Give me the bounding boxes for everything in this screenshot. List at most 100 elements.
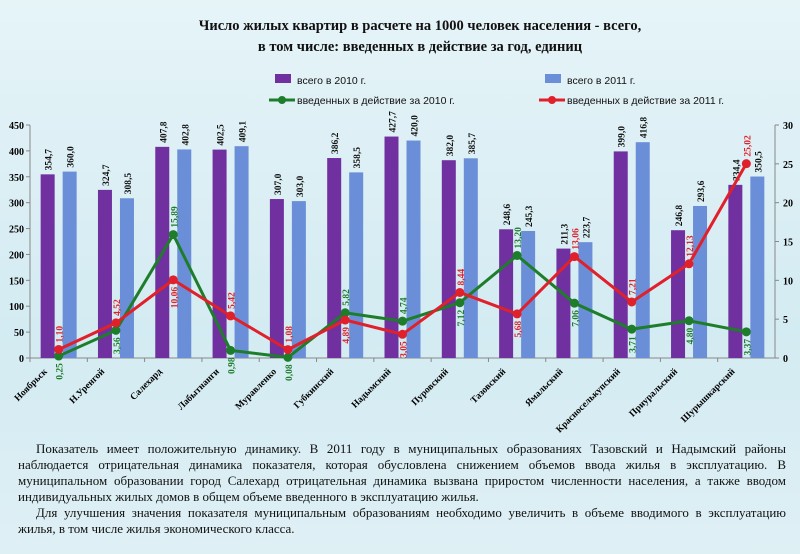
bar-label: 399,0 xyxy=(618,126,628,148)
bar-label: 360,0 xyxy=(67,146,77,168)
bar-2011 xyxy=(578,242,593,358)
line-point xyxy=(283,345,293,355)
left-tick-label: 250 xyxy=(9,225,24,236)
legend-swatch xyxy=(275,74,291,83)
x-tick-label: Ямальский xyxy=(523,366,566,409)
legend-label: всего в 2011 г. xyxy=(567,75,635,87)
bar-2010 xyxy=(613,151,628,358)
line-label: 5,42 xyxy=(228,292,238,309)
line-point xyxy=(684,316,694,326)
line-point xyxy=(627,297,637,307)
line-point xyxy=(226,345,236,355)
right-tick-label: 5 xyxy=(783,315,788,326)
line-label: 0,08 xyxy=(285,364,295,381)
bar-2011 xyxy=(349,172,364,358)
legend-label: введенных в действие за 2010 г. xyxy=(297,95,455,107)
right-tick-label: 0 xyxy=(783,354,788,365)
line-point xyxy=(398,316,407,326)
bar-2011 xyxy=(521,230,536,358)
line-point xyxy=(684,259,694,269)
left-tick-label: 50 xyxy=(14,328,24,339)
x-tick-label: Шурышкарский xyxy=(679,366,738,425)
bar-label: 386,2 xyxy=(331,132,341,154)
line-label: 1,08 xyxy=(285,326,295,343)
line-point xyxy=(512,250,522,260)
bar-label: 409,1 xyxy=(239,121,249,143)
bar-2010 xyxy=(40,174,55,358)
line-label: 1,10 xyxy=(56,326,66,343)
chart: 0 50 100 150 200 250 300 350 400 450 0 5 10 15 20 25 30 Н… xyxy=(9,74,793,435)
chart-title-line1: Число жилых квартир в расчете на 1000 че… xyxy=(198,18,642,34)
line-point xyxy=(569,252,579,262)
x-tick-label: Тазовский xyxy=(469,366,509,406)
line-label: 4,52 xyxy=(113,299,123,316)
bar-2011 xyxy=(291,201,306,358)
bar-label: 246,8 xyxy=(675,205,685,227)
line-label: 5,82 xyxy=(342,289,352,306)
bar-2010 xyxy=(556,248,571,358)
bar-2010 xyxy=(441,160,456,358)
bar-label: 303,0 xyxy=(296,175,306,197)
x-tick-label: Муравленко xyxy=(234,367,279,412)
right-tick-label: 25 xyxy=(783,160,793,171)
bar-label: 402,8 xyxy=(181,124,191,146)
paragraph-dynamics: Показатель имеет положительную динамику.… xyxy=(18,441,786,504)
left-tick-label: 200 xyxy=(9,250,24,261)
line-point xyxy=(455,287,465,297)
bar-label: 382,0 xyxy=(446,135,456,157)
line-label: 13,20 xyxy=(514,227,524,249)
bar-label: 427,7 xyxy=(389,111,399,133)
line-label: 3,71 xyxy=(629,336,639,353)
x-tick-label: Салехард xyxy=(129,367,165,403)
left-tick-label: 300 xyxy=(9,199,24,210)
x-tick-label: Приуральский xyxy=(627,366,680,419)
bar-label: 350,5 xyxy=(754,151,764,173)
line-label: 4,89 xyxy=(342,327,352,344)
left-tick-label: 400 xyxy=(9,147,24,158)
legend-marker xyxy=(548,96,556,104)
line-label: 4,74 xyxy=(400,297,410,314)
line-point xyxy=(569,298,579,308)
left-tick-label: 150 xyxy=(9,276,24,287)
bar-2010 xyxy=(327,158,342,358)
bar-label: 354,7 xyxy=(45,149,55,171)
left-tick-label: 0 xyxy=(19,354,24,365)
bar-label: 293,6 xyxy=(697,180,707,202)
left-tick-label: 350 xyxy=(9,173,24,184)
bar-label: 307,0 xyxy=(274,173,284,195)
bar-2010 xyxy=(728,184,743,358)
bar-2011 xyxy=(62,171,77,358)
paragraph-recommendation: Для улучшения значения показателя муници… xyxy=(18,505,786,536)
bar-label: 385,7 xyxy=(468,133,478,155)
line-point xyxy=(226,311,236,321)
line-label: 25,02 xyxy=(743,135,753,157)
bar-2011 xyxy=(635,142,650,358)
line-label: 7,06 xyxy=(571,310,581,327)
bar-2011 xyxy=(234,146,249,358)
line-label: 4,80 xyxy=(686,327,696,344)
line-label: 10,06 xyxy=(170,287,180,309)
line-point xyxy=(340,315,350,325)
x-tick-label: Надымский xyxy=(349,366,394,411)
bar-2010 xyxy=(384,136,399,358)
bar-label: 211,3 xyxy=(560,223,570,244)
bar-2010 xyxy=(97,189,112,358)
x-tick-label: Н.Уренгой xyxy=(67,366,107,406)
line-label: 3,56 xyxy=(113,337,123,354)
line-label: 0,98 xyxy=(228,357,238,374)
bar-2010 xyxy=(499,229,514,358)
line-point xyxy=(398,329,407,339)
line-point xyxy=(111,318,121,328)
line-label: 12,13 xyxy=(686,235,696,257)
legend-marker xyxy=(278,96,286,104)
line-label: 3,05 xyxy=(400,341,410,358)
line-label: 15,89 xyxy=(170,206,180,228)
line-point xyxy=(741,159,751,169)
line-point xyxy=(54,351,64,361)
line-point xyxy=(741,327,751,337)
bar-label: 420,0 xyxy=(411,115,421,137)
line-point xyxy=(54,344,64,354)
line-point xyxy=(627,324,637,334)
line-point xyxy=(512,309,522,319)
x-tick-label: Красноселькупский xyxy=(554,366,623,435)
